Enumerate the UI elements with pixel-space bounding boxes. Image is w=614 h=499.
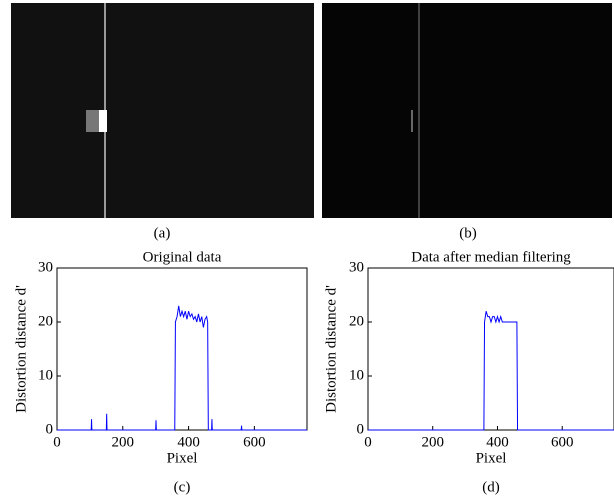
data-line [57,305,307,431]
image-background [322,3,612,218]
y-axis-label: Distortion distance d' [13,285,29,413]
caption: (d) [482,479,500,495]
x-tick-label: 600 [551,434,574,450]
data-line [368,311,614,431]
image-background [11,3,314,218]
x-tick-label: 400 [177,434,200,450]
x-axis-label: Pixel [167,450,198,466]
x-tick-label: 200 [421,434,444,450]
caption: (a) [154,225,171,241]
axes-frame [56,267,308,431]
y-tick-label: 20 [38,313,53,329]
chart-title: Original data [143,249,222,265]
x-tick-label: 400 [486,434,509,450]
y-tick-label: 10 [349,367,364,383]
y-tick-label: 0 [46,421,54,437]
x-tick-label: 0 [53,434,61,450]
y-axis-label: Distortion distance d' [323,285,339,413]
caption: (b) [459,225,477,241]
y-tick-label: 10 [38,367,53,383]
y-tick-label: 20 [349,313,364,329]
x-tick-label: 600 [243,434,266,450]
y-tick-label: 0 [357,421,365,437]
x-tick-label: 0 [364,434,372,450]
image-spot [99,110,107,132]
image-b [322,3,612,218]
y-tick-label: 30 [349,259,364,275]
image-a [11,3,314,218]
axes-frame [367,267,614,431]
x-tick-label: 200 [112,434,135,450]
y-tick-label: 30 [38,259,53,275]
caption: (c) [174,479,191,495]
chart-title: Data after median filtering [411,249,571,265]
x-axis-label: Pixel [476,450,507,466]
